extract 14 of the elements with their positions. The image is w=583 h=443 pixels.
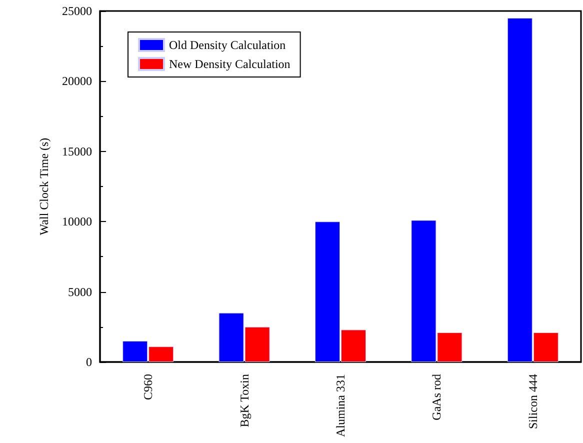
x-tick-label: Silicon 444 — [526, 374, 540, 430]
y-tick-label: 10000 — [62, 214, 92, 229]
y-tick-label: 20000 — [62, 74, 92, 88]
x-tick-label: Alumina 331 — [334, 374, 348, 437]
y-tick-label: 25000 — [62, 4, 92, 18]
y-axis-title: Wall Clock Time (s) — [37, 138, 51, 236]
y-tick-label: 15000 — [62, 144, 92, 158]
y-tick-label: 0 — [86, 355, 92, 369]
x-tick-label: GaAs rod — [430, 374, 444, 420]
x-tick-label: BgK Toxin — [237, 374, 252, 428]
legend-label: Old Density Calculation — [169, 38, 286, 52]
legend-label: New Density Calculation — [169, 57, 290, 71]
x-tick-label: C960 — [141, 374, 156, 400]
y-tick-label: 5000 — [68, 284, 92, 299]
